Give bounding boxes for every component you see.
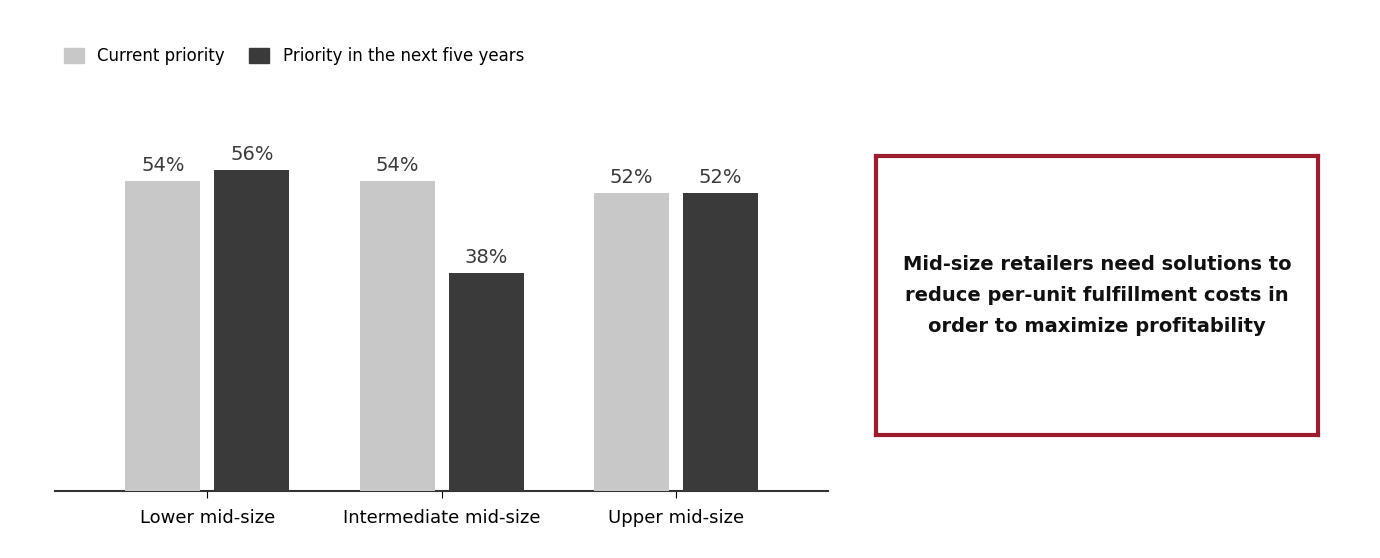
Bar [214, 170, 290, 491]
Bar [683, 193, 758, 491]
Text: 54%: 54% [141, 156, 185, 175]
Text: 38%: 38% [465, 248, 508, 267]
Legend: Current priority, Priority in the next five years: Current priority, Priority in the next f… [63, 47, 524, 65]
Text: 52%: 52% [698, 168, 742, 187]
Text: Mid-size retailers need solutions to
reduce per-unit fulfillment costs in
order : Mid-size retailers need solutions to red… [903, 255, 1292, 336]
Text: 54%: 54% [375, 156, 420, 175]
Bar [360, 181, 435, 491]
Bar [593, 193, 669, 491]
Bar [126, 181, 200, 491]
Bar [448, 273, 523, 491]
Text: 56%: 56% [230, 145, 273, 164]
Text: 52%: 52% [610, 168, 653, 187]
